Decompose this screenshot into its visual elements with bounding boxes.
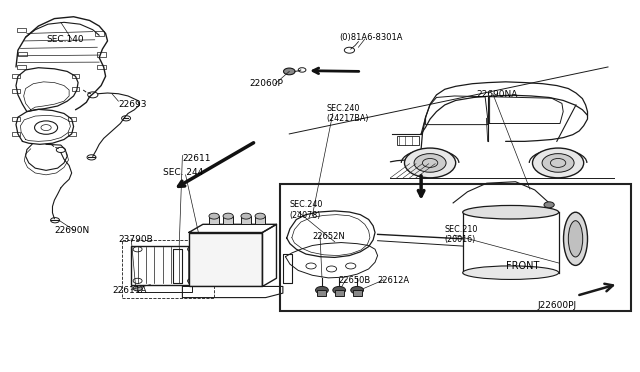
Bar xyxy=(17,28,26,32)
Text: SEC.240
(24217BA): SEC.240 (24217BA) xyxy=(326,104,369,123)
Text: 22693: 22693 xyxy=(118,100,147,109)
Circle shape xyxy=(333,286,346,294)
Text: 22690NA: 22690NA xyxy=(477,90,518,99)
Bar xyxy=(68,132,76,136)
Bar xyxy=(138,285,192,292)
Bar xyxy=(72,87,79,91)
Text: 22690N: 22690N xyxy=(54,226,90,235)
Bar xyxy=(223,216,233,224)
Bar xyxy=(280,184,631,311)
Circle shape xyxy=(351,286,364,294)
Bar xyxy=(353,290,362,296)
Circle shape xyxy=(532,148,584,178)
Circle shape xyxy=(542,154,574,172)
Bar xyxy=(12,89,20,93)
Text: 22611: 22611 xyxy=(182,154,211,163)
Bar xyxy=(209,216,219,224)
Circle shape xyxy=(414,154,446,172)
Bar xyxy=(189,232,262,286)
Bar xyxy=(18,52,27,56)
Text: SEC.240
(24078): SEC.240 (24078) xyxy=(289,201,323,220)
Bar xyxy=(68,117,76,121)
Text: (0)81A6-8301A: (0)81A6-8301A xyxy=(339,33,403,42)
Ellipse shape xyxy=(564,212,588,266)
Circle shape xyxy=(133,286,142,291)
Bar xyxy=(12,117,20,121)
Ellipse shape xyxy=(568,221,583,257)
Bar xyxy=(12,74,20,78)
Text: SEC.140: SEC.140 xyxy=(46,35,84,44)
Bar xyxy=(241,216,251,224)
Circle shape xyxy=(223,213,234,219)
Text: 22612A: 22612A xyxy=(378,276,410,285)
Text: 22652N: 22652N xyxy=(312,232,345,241)
Bar xyxy=(95,31,104,36)
Bar xyxy=(17,65,26,69)
Circle shape xyxy=(316,286,328,294)
Text: J22600PJ: J22600PJ xyxy=(538,301,577,310)
Circle shape xyxy=(255,213,266,219)
Bar xyxy=(335,290,344,296)
Text: 23790B: 23790B xyxy=(118,235,153,244)
Bar xyxy=(255,216,265,224)
Circle shape xyxy=(209,213,219,219)
Text: 22650B: 22650B xyxy=(338,276,370,285)
Text: 22060P: 22060P xyxy=(250,79,284,88)
Circle shape xyxy=(241,213,252,219)
Circle shape xyxy=(284,68,295,75)
Text: FRONT: FRONT xyxy=(506,261,539,271)
Ellipse shape xyxy=(463,205,559,219)
Bar xyxy=(131,246,198,285)
Circle shape xyxy=(544,202,554,208)
Bar xyxy=(72,74,79,78)
Circle shape xyxy=(404,148,456,178)
Ellipse shape xyxy=(463,266,559,279)
Bar xyxy=(97,52,106,57)
Bar xyxy=(12,132,20,136)
Text: 22611A: 22611A xyxy=(112,286,147,295)
Text: SEC. 244: SEC. 244 xyxy=(163,169,204,177)
Bar xyxy=(97,65,106,69)
Text: SEC.210
(20016): SEC.210 (20016) xyxy=(445,225,478,244)
Bar xyxy=(122,240,214,298)
Bar xyxy=(397,136,419,145)
Bar xyxy=(317,290,326,296)
